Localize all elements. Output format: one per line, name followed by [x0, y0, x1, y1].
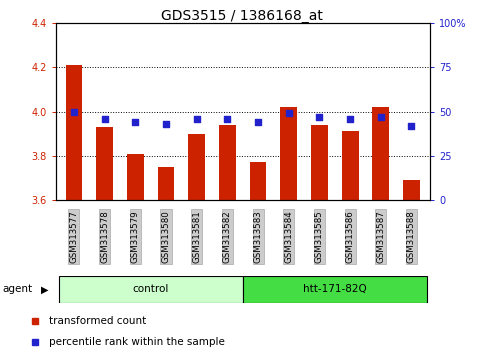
Text: GSM313587: GSM313587 [376, 210, 385, 263]
Point [254, 119, 262, 125]
Text: htt-171-82Q: htt-171-82Q [303, 284, 367, 295]
Text: GSM313580: GSM313580 [161, 210, 170, 263]
Point [131, 119, 139, 125]
Point [162, 121, 170, 127]
Text: GSM313581: GSM313581 [192, 210, 201, 263]
Point [70, 109, 78, 114]
Text: ▶: ▶ [41, 284, 48, 295]
Text: GDS3515 / 1386168_at: GDS3515 / 1386168_at [160, 9, 323, 23]
Point [193, 116, 200, 121]
Text: percentile rank within the sample: percentile rank within the sample [49, 337, 225, 347]
Text: GSM313578: GSM313578 [100, 210, 109, 263]
Point [101, 116, 109, 121]
Bar [403, 180, 420, 200]
Bar [280, 107, 297, 200]
Bar [96, 127, 113, 200]
Point [377, 114, 384, 120]
Point [408, 123, 415, 129]
Point [285, 110, 293, 116]
Text: GSM313582: GSM313582 [223, 210, 232, 263]
Text: control: control [132, 284, 169, 295]
Text: GSM313585: GSM313585 [315, 210, 324, 263]
Bar [219, 125, 236, 200]
Bar [188, 134, 205, 200]
Bar [341, 131, 358, 200]
Text: GSM313586: GSM313586 [346, 210, 355, 263]
Point [224, 116, 231, 121]
Text: transformed count: transformed count [49, 316, 146, 326]
Text: GSM313579: GSM313579 [131, 210, 140, 263]
Bar [311, 125, 328, 200]
Text: GSM313584: GSM313584 [284, 210, 293, 263]
Bar [66, 65, 83, 200]
Text: GSM313588: GSM313588 [407, 210, 416, 263]
Bar [250, 162, 267, 200]
Bar [127, 154, 144, 200]
Bar [243, 276, 427, 303]
Text: GSM313577: GSM313577 [70, 210, 78, 263]
Bar [157, 167, 174, 200]
Text: agent: agent [2, 284, 32, 295]
Point [346, 116, 354, 121]
Bar [372, 107, 389, 200]
Bar [58, 276, 243, 303]
Point [315, 114, 323, 120]
Text: GSM313583: GSM313583 [254, 210, 263, 263]
